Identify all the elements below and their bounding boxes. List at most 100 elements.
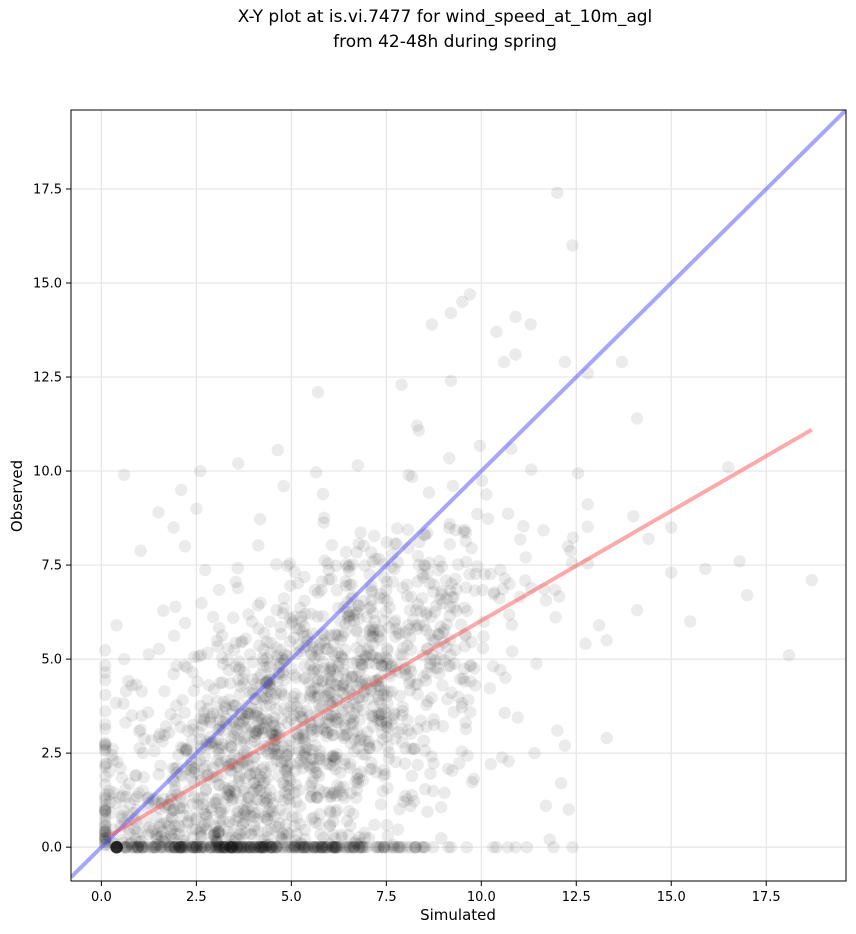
data-point <box>196 841 209 854</box>
data-point <box>212 825 225 838</box>
data-point <box>297 756 310 770</box>
data-point <box>277 689 291 702</box>
data-point <box>287 690 300 704</box>
data-point <box>232 775 245 788</box>
data-point <box>314 745 327 758</box>
data-point <box>204 841 217 854</box>
data-point <box>99 799 112 812</box>
data-point <box>234 841 247 854</box>
data-point <box>131 841 144 854</box>
data-point <box>347 807 360 821</box>
data-point <box>288 708 301 722</box>
data-point <box>314 841 327 854</box>
data-point <box>323 694 336 707</box>
data-point <box>392 628 406 641</box>
data-point <box>332 712 345 726</box>
data-point <box>377 592 391 605</box>
data-point <box>292 841 306 854</box>
data-point <box>329 678 342 692</box>
data-point <box>282 782 296 795</box>
data-point <box>258 627 271 640</box>
data-point <box>146 841 160 854</box>
data-point <box>368 529 381 543</box>
data-point <box>316 610 329 623</box>
data-point <box>216 657 230 671</box>
data-point <box>296 731 309 745</box>
data-point <box>185 841 199 854</box>
data-point <box>429 661 442 674</box>
data-point <box>339 575 352 588</box>
data-point <box>372 707 385 720</box>
data-point <box>156 834 170 848</box>
data-point <box>107 786 121 799</box>
data-point <box>443 584 457 598</box>
data-point <box>411 549 425 563</box>
data-point <box>233 828 246 841</box>
data-point <box>225 838 238 852</box>
data-point <box>349 670 362 683</box>
data-point <box>278 754 292 767</box>
data-point <box>342 701 355 714</box>
data-point <box>414 714 427 727</box>
data-point <box>197 712 210 725</box>
data-point <box>158 728 171 742</box>
data-point <box>229 786 242 799</box>
data-point <box>256 726 270 740</box>
data-point <box>182 815 195 828</box>
data-point <box>460 604 474 618</box>
data-point <box>264 699 277 712</box>
data-point <box>198 807 212 820</box>
data-point <box>173 841 186 854</box>
data-point <box>283 557 296 570</box>
data-point <box>232 732 245 745</box>
data-point <box>125 837 138 850</box>
data-point <box>464 659 478 672</box>
data-point <box>99 804 112 817</box>
data-point <box>464 706 477 719</box>
data-point <box>272 820 285 834</box>
data-point <box>579 637 592 650</box>
data-point <box>316 655 330 669</box>
data-point <box>137 771 150 784</box>
data-point <box>374 625 387 638</box>
data-point <box>332 841 345 854</box>
data-point <box>305 841 319 854</box>
data-point <box>253 841 267 854</box>
data-point <box>357 653 370 666</box>
data-point <box>119 841 132 854</box>
data-point <box>123 797 137 811</box>
data-point <box>239 827 252 840</box>
data-point <box>277 601 291 615</box>
data-point <box>335 828 348 842</box>
data-point <box>264 791 277 805</box>
data-point <box>357 594 371 607</box>
data-point <box>275 759 288 772</box>
data-point <box>109 796 122 809</box>
data-point <box>190 838 203 851</box>
data-point <box>230 841 244 854</box>
data-point <box>132 786 145 800</box>
data-point <box>411 597 425 611</box>
data-point <box>189 841 203 854</box>
data-point <box>116 836 129 849</box>
data-point <box>110 841 123 854</box>
data-point <box>389 622 403 635</box>
data-point <box>284 635 297 648</box>
data-point <box>239 710 253 723</box>
data-point <box>180 661 194 674</box>
data-point <box>252 671 265 684</box>
data-point <box>449 643 462 657</box>
data-point <box>215 841 228 854</box>
data-point <box>242 791 255 804</box>
data-point <box>278 673 291 687</box>
data-point <box>339 558 353 571</box>
data-point <box>276 652 289 665</box>
data-point <box>326 663 339 676</box>
data-point <box>259 681 272 694</box>
data-point <box>288 786 301 799</box>
data-point <box>382 685 395 698</box>
data-point <box>424 628 437 641</box>
data-point <box>336 679 349 693</box>
data-point <box>197 803 210 816</box>
data-point <box>311 673 325 686</box>
